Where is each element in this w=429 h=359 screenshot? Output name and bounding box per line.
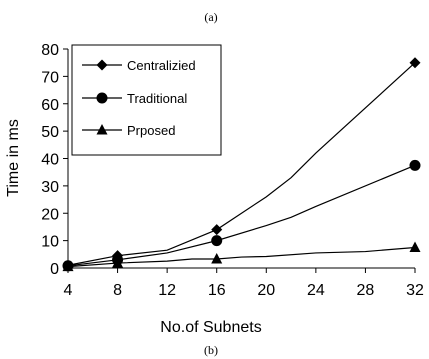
plot-axes: 0 10 20 30 40 50 60 70 80 4 8 12 16 20 24 28 32: [41, 42, 424, 299]
y-tick-label: 50: [41, 124, 59, 141]
y-tick-label: 60: [41, 97, 59, 114]
series-line-prposed: [67, 246, 416, 268]
x-tick-label: 4: [64, 282, 73, 299]
data-point-traditional: [211, 235, 223, 247]
caption-top: (a): [204, 10, 217, 24]
data-point-prposed: [211, 252, 223, 264]
legend-marker-traditional: [96, 92, 108, 104]
series-line-traditional: [67, 164, 416, 267]
y-tick-label: 10: [41, 234, 59, 251]
y-tick-label: 40: [41, 152, 59, 169]
data-point-centralizied: [211, 224, 223, 236]
data-point-prposed: [409, 241, 421, 252]
y-tick-label: 70: [41, 69, 59, 86]
series-markers: [62, 57, 421, 272]
legend: Centralizied Traditional Prposed: [71, 44, 222, 156]
x-tick-label: 32: [406, 282, 424, 299]
x-tick-label: 8: [113, 282, 122, 299]
legend-marker-prposed: [96, 124, 108, 135]
legend-label-centralizied: Centralizied: [127, 58, 196, 73]
y-tick-label: 20: [41, 206, 59, 223]
legend-label-prposed: Prposed: [127, 123, 175, 138]
x-tick-label: 12: [158, 282, 176, 299]
data-point-centralizied: [409, 57, 421, 69]
y-tick-label: 80: [41, 42, 59, 59]
series-line-centralizied: [67, 62, 416, 266]
x-axis-label: No.of Subnets: [160, 319, 261, 336]
data-point-traditional: [409, 159, 421, 171]
y-axis-label: Time in ms: [5, 119, 22, 197]
x-tick-label: 24: [307, 282, 325, 299]
y-tick-label: 0: [50, 261, 59, 278]
legend-marker-centralizied: [96, 59, 108, 71]
x-tick-label: 16: [208, 282, 226, 299]
data-point-prposed: [112, 257, 124, 268]
data-point-prposed: [62, 260, 74, 272]
legend-label-traditional: Traditional: [127, 91, 187, 106]
y-tick-label: 30: [41, 179, 59, 196]
caption-bottom: (b): [204, 343, 218, 357]
x-tick-label: 28: [357, 282, 375, 299]
legend-box: [71, 44, 222, 156]
series-lines: [67, 62, 416, 268]
x-tick-label: 20: [257, 282, 275, 299]
